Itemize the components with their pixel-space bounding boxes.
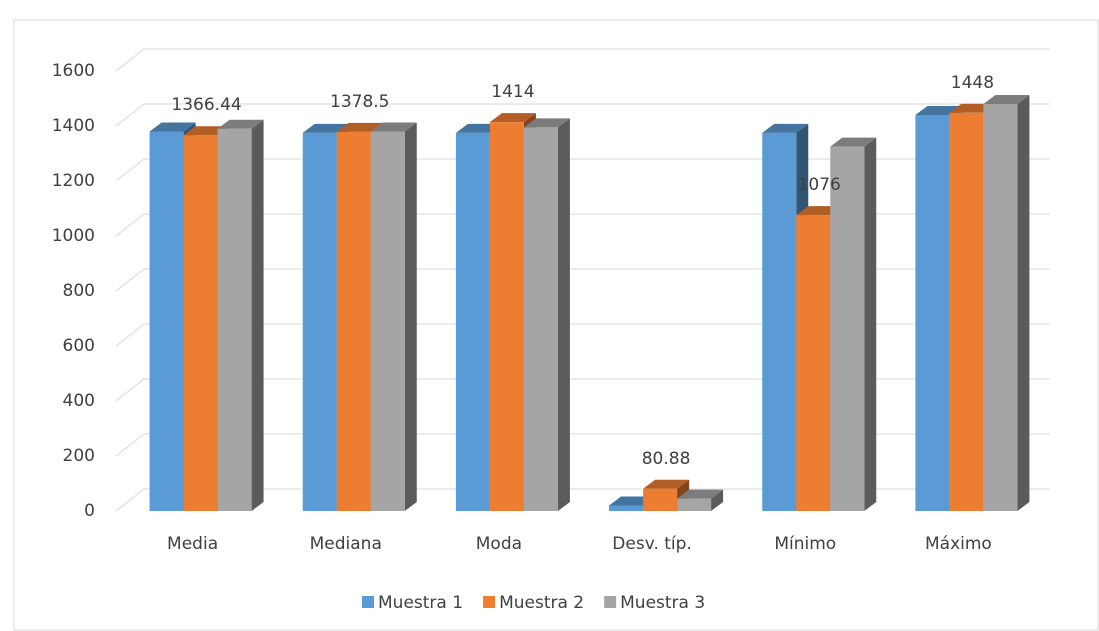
y-tick-label: 800 (63, 281, 95, 301)
bar (336, 131, 371, 511)
bar-top (370, 122, 417, 132)
grid-line (115, 268, 1050, 292)
y-tick-label: 0 (84, 501, 95, 521)
grid-line (115, 48, 1050, 72)
y-tick-label: 600 (63, 336, 95, 356)
legend-label: Muestra 1 (378, 593, 463, 613)
y-tick-label: 1400 (52, 116, 95, 136)
y-tick-label: 1600 (52, 61, 95, 81)
data-label: 1448 (951, 73, 994, 93)
legend-label: Muestra 3 (620, 593, 705, 613)
bar (677, 498, 712, 511)
bar-side (404, 122, 417, 511)
bar (762, 132, 797, 511)
bar-top (489, 113, 536, 123)
bar (983, 104, 1018, 511)
bar (455, 132, 490, 511)
legend-swatch (362, 596, 374, 608)
bar (217, 128, 252, 511)
x-tick-label: Media (167, 534, 218, 554)
bar (370, 131, 405, 511)
bar-top (643, 479, 690, 489)
grid-line (115, 378, 1050, 402)
legend-swatch (604, 596, 617, 608)
bar (302, 132, 337, 511)
bar-side (864, 137, 877, 511)
bar (796, 215, 831, 511)
bar (149, 131, 184, 511)
grid-line (115, 103, 1050, 127)
bar-top (762, 123, 809, 133)
data-label: 80.88 (642, 449, 691, 469)
y-tick-label: 400 (63, 391, 95, 411)
grid-line (115, 433, 1050, 457)
bar (609, 505, 644, 511)
x-tick-label: Máximo (925, 534, 992, 554)
bar-top (677, 489, 724, 499)
x-tick-label: Desv. típ. (612, 534, 692, 554)
bar-top (302, 123, 349, 133)
grid-line (115, 213, 1050, 237)
bar (830, 146, 865, 511)
bar (489, 122, 524, 512)
grid-line (115, 488, 1050, 512)
data-label: 1414 (491, 82, 534, 102)
legend-swatch (483, 596, 496, 608)
bar-side (251, 119, 264, 511)
data-label: 1366.44 (171, 95, 241, 115)
bar-top (523, 118, 570, 128)
bar (915, 115, 950, 511)
y-tick-label: 1200 (52, 171, 95, 191)
bar-top (830, 137, 877, 147)
x-tick-label: Moda (476, 534, 522, 554)
grid-line (115, 323, 1050, 347)
bar (949, 112, 984, 512)
y-tick-label: 1000 (52, 226, 95, 246)
bar (523, 127, 558, 511)
x-tick-label: Mediana (310, 534, 382, 554)
bar (643, 488, 678, 511)
bar-top (336, 122, 383, 132)
bar-side (711, 489, 724, 511)
bar-top (983, 95, 1030, 104)
legend-label: Muestra 2 (499, 593, 584, 613)
data-label: 1076 (798, 175, 841, 195)
grid-line (115, 158, 1050, 182)
bar-top (149, 122, 196, 132)
data-label: 1378.5 (330, 92, 389, 112)
bar-side (557, 118, 570, 511)
bar-top (217, 119, 264, 129)
bar-side (1017, 95, 1030, 511)
x-tick-label: Mínimo (774, 534, 836, 554)
y-tick-label: 200 (63, 446, 95, 466)
bar (183, 135, 218, 511)
